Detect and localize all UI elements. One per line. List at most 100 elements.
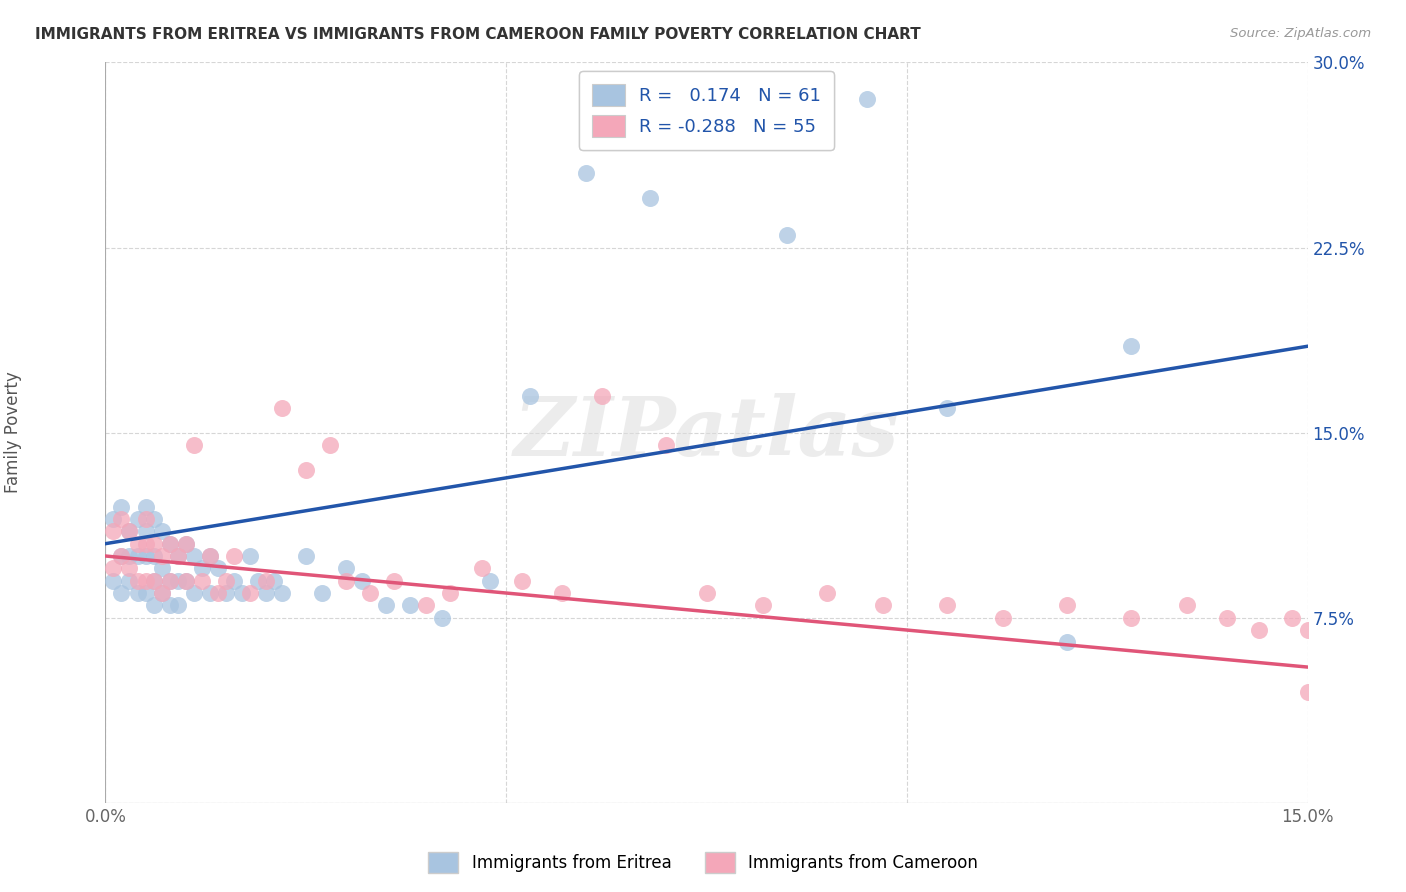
Point [246,574,269,588]
Point [1121,339,1143,353]
Point [198,586,221,600]
Point [591,389,613,403]
Point [1281,611,1303,625]
Point [382,574,405,588]
Point [311,586,333,600]
Point [319,438,342,452]
Point [118,574,141,588]
Point [190,561,212,575]
Point [110,500,132,514]
Y-axis label: Family Poverty: Family Poverty [4,372,22,493]
Point [118,524,141,539]
Point [439,586,461,600]
Point [150,549,173,563]
Point [696,129,718,144]
Point [222,549,245,563]
Point [150,561,173,575]
Point [103,574,125,588]
Point [415,599,437,613]
Point [1056,599,1078,613]
Point [214,574,236,588]
Point [183,549,205,563]
Point [1249,623,1271,637]
Point [214,586,236,600]
Point [239,586,262,600]
Point [127,574,149,588]
Legend: R =   0.174   N = 61, R = -0.288   N = 55: R = 0.174 N = 61, R = -0.288 N = 55 [579,71,834,150]
Point [335,574,357,588]
Point [166,549,188,563]
Point [135,524,157,539]
Point [231,586,253,600]
Point [374,599,398,613]
Point [551,586,574,600]
Point [118,524,141,539]
Point [295,462,318,476]
Point [640,191,662,205]
Legend: Immigrants from Eritrea, Immigrants from Cameroon: Immigrants from Eritrea, Immigrants from… [422,846,984,880]
Point [150,586,173,600]
Point [150,524,173,539]
Point [254,574,277,588]
Point [1056,635,1078,649]
Point [936,401,959,415]
Point [103,524,125,539]
Point [751,599,773,613]
Point [183,586,205,600]
Point [359,586,381,600]
Point [174,574,197,588]
Point [110,512,132,526]
Point [127,512,149,526]
Point [198,549,221,563]
Point [479,574,502,588]
Point [655,438,678,452]
Point [135,586,157,600]
Point [159,537,181,551]
Point [399,599,422,613]
Point [471,561,494,575]
Point [142,574,165,588]
Point [776,228,799,243]
Point [150,586,173,600]
Point [103,512,125,526]
Point [510,574,533,588]
Point [239,549,262,563]
Point [855,93,877,107]
Point [159,574,181,588]
Point [1177,599,1199,613]
Point [166,599,188,613]
Point [159,574,181,588]
Point [936,599,959,613]
Point [335,561,357,575]
Point [1216,611,1239,625]
Point [103,561,125,575]
Point [254,586,277,600]
Point [135,500,157,514]
Point [166,549,188,563]
Point [1121,611,1143,625]
Point [110,586,132,600]
Point [1296,685,1319,699]
Point [174,537,197,551]
Point [295,549,318,563]
Point [198,549,221,563]
Point [1296,623,1319,637]
Point [135,574,157,588]
Point [207,586,229,600]
Point [174,537,197,551]
Point [159,537,181,551]
Point [127,586,149,600]
Point [519,389,541,403]
Point [430,611,453,625]
Point [142,512,165,526]
Point [270,401,292,415]
Point [872,599,894,613]
Point [991,611,1014,625]
Point [142,599,165,613]
Text: ZIPatlas: ZIPatlas [513,392,900,473]
Point [135,512,157,526]
Point [696,586,718,600]
Point [118,561,141,575]
Point [135,537,157,551]
Point [222,574,245,588]
